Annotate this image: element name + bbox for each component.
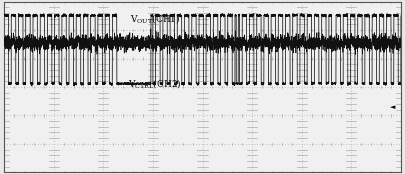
Text: $\mathregular{V_{CTRL}}$(CH2): $\mathregular{V_{CTRL}}$(CH2) — [128, 77, 182, 90]
Text: $\mathregular{V_{OUT}}$(CH1): $\mathregular{V_{OUT}}$(CH1) — [130, 12, 180, 25]
Text: ◄: ◄ — [390, 104, 395, 110]
